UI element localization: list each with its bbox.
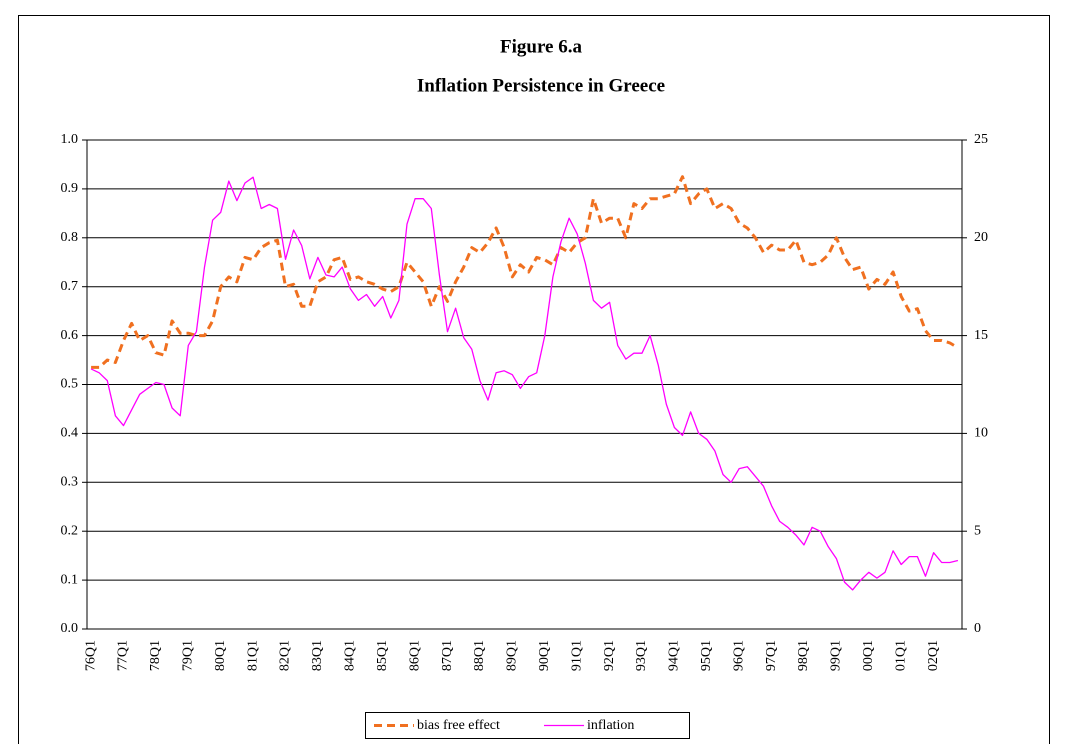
x-tick-label: 87Q1 — [440, 640, 455, 671]
legend-box — [365, 712, 690, 739]
legend: bias free effect inflation — [365, 712, 690, 739]
series-line — [90, 176, 959, 591]
y-tick-label: 0.2 — [61, 523, 79, 538]
x-tick-label: 02Q1 — [926, 640, 941, 671]
x-tick-label: 83Q1 — [310, 640, 325, 671]
series-line — [91, 175, 959, 369]
x-tick-label: 92Q1 — [602, 640, 617, 671]
x-tick-label: 90Q1 — [537, 640, 552, 671]
x-tick-label: 95Q1 — [699, 640, 714, 671]
x-tick-label: 89Q1 — [505, 640, 520, 671]
y-tick-label: 0.9 — [61, 181, 79, 196]
y-tick-label: 0.3 — [61, 475, 79, 490]
y-tick-label: 0.8 — [61, 230, 79, 245]
x-tick-label: 77Q1 — [116, 640, 131, 671]
x-tick-label: 99Q1 — [829, 640, 844, 671]
x-tick-label: 93Q1 — [634, 640, 649, 671]
y-tick-label: 0.0 — [61, 621, 79, 636]
chart-border — [18, 15, 1050, 744]
y-tick-label: 0.1 — [61, 572, 79, 587]
y2-tick-label: 10 — [974, 426, 988, 441]
x-tick-label: 96Q1 — [731, 640, 746, 671]
x-tick-label: 86Q1 — [407, 640, 422, 671]
y-tick-label: 0.6 — [61, 328, 79, 343]
x-tick-label: 81Q1 — [245, 640, 260, 671]
x-tick-label: 76Q1 — [83, 640, 98, 671]
x-tick-label: 78Q1 — [148, 640, 163, 671]
y2-tick-label: 25 — [974, 132, 988, 147]
x-tick-label: 88Q1 — [472, 640, 487, 671]
y-tick-label: 0.5 — [61, 377, 79, 392]
y2-tick-label: 5 — [974, 523, 981, 538]
y2-tick-label: 15 — [974, 328, 988, 343]
x-tick-label: 84Q1 — [343, 640, 358, 671]
x-tick-label: 79Q1 — [180, 640, 195, 671]
x-tick-label: 80Q1 — [213, 640, 228, 671]
y2-tick-label: 20 — [974, 230, 988, 245]
legend-label: bias free effect — [417, 718, 500, 733]
x-tick-label: 01Q1 — [893, 640, 908, 671]
x-tick-label: 82Q1 — [278, 640, 293, 671]
x-tick-label: 94Q1 — [667, 640, 682, 671]
y-tick-label: 1.0 — [61, 132, 79, 147]
legend-label: inflation — [587, 718, 634, 733]
chart-title: Figure 6.a — [500, 36, 582, 57]
x-tick-label: 98Q1 — [796, 640, 811, 671]
y-tick-label: 0.7 — [61, 279, 79, 294]
x-tick-label: 97Q1 — [764, 640, 779, 671]
y-tick-label: 0.4 — [61, 426, 79, 441]
x-tick-label: 00Q1 — [861, 640, 876, 671]
chart-subtitle: Inflation Persistence in Greece — [417, 75, 665, 96]
y2-tick-label: 0 — [974, 621, 981, 636]
x-tick-label: 91Q1 — [569, 640, 584, 671]
x-tick-label: 85Q1 — [375, 640, 390, 671]
